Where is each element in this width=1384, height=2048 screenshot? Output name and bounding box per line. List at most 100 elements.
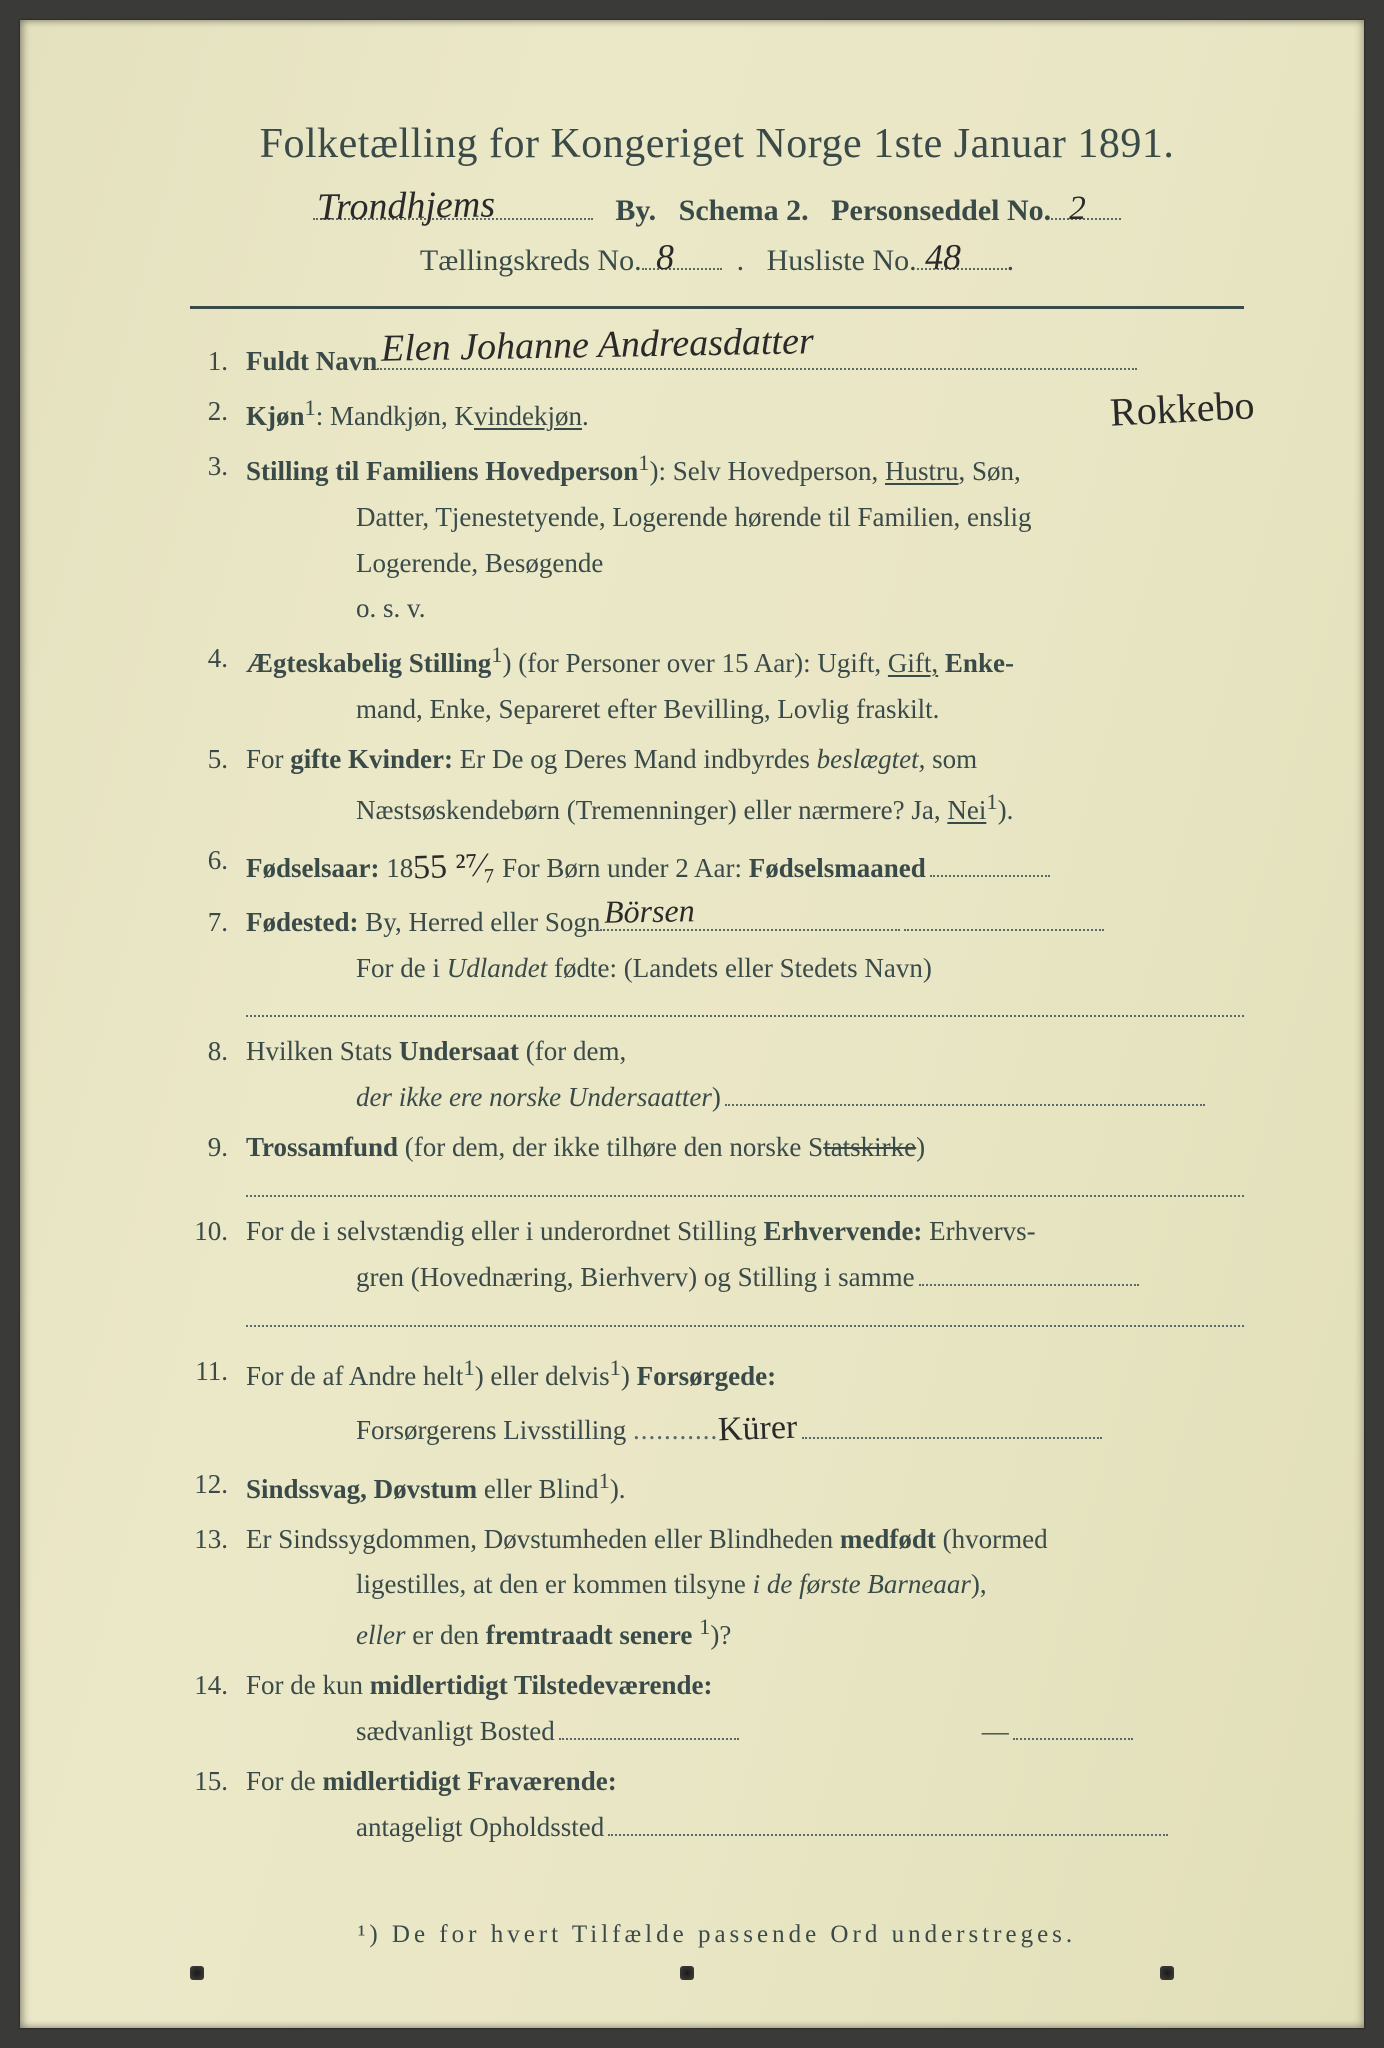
item-number: 2. (190, 389, 246, 440)
underlined-gift: Gift, (888, 648, 938, 678)
item-13: 13. Er Sindssygdommen, Døvstumheden elle… (190, 1517, 1244, 1660)
item-6: 6. Fødselsaar: 1855 ²⁷⁄₇ For Børn under … (190, 838, 1244, 896)
label-gifte-kvinder: gifte Kvinder: (290, 744, 453, 774)
item-9: 9. Trossamfund (for dem, der ikke tilhør… (190, 1125, 1244, 1197)
binding-hole (1160, 1966, 1174, 1980)
city-handwritten: Trondhjems (316, 182, 495, 229)
personseddel-no-field: 2 (1051, 190, 1121, 220)
cont-line: For de i Udlandet fødte: (Landets eller … (246, 946, 1244, 992)
name-field: Elen Johanne Andreasdatter (377, 343, 1137, 370)
census-form-page: Folketælling for Kongeriget Norge 1ste J… (20, 20, 1364, 2028)
cont-line: der ikke ere norske Undersaatter) (246, 1075, 1244, 1121)
item-body: Kjøn1: Mandkjøn, Kvindekjøn. (246, 389, 1244, 440)
item-number: 12. (190, 1462, 246, 1513)
footnote: ¹) De for hvert Tilfælde passende Ord un… (190, 1921, 1244, 1949)
label-trossamfund: Trossamfund (246, 1132, 398, 1162)
label-erhvervende: Erhvervende: (763, 1216, 922, 1246)
underlined-nei: Nei (947, 795, 986, 825)
header-line-2: Trondhjems By. Schema 2. Personseddel No… (190, 190, 1244, 228)
dotted-line (802, 1437, 1102, 1439)
husliste-no-field: 48 (917, 240, 1007, 270)
cont-line: antageligt Opholdssted (246, 1805, 1244, 1851)
item-body: For gifte Kvinder: Er De og Deres Mand i… (246, 737, 1244, 834)
label-fodselsaar: Fødselsaar: (246, 853, 379, 883)
item-body: Fuldt NavnElen Johanne Andreasdatter Rok… (246, 339, 1244, 385)
name-handwritten: Elen Johanne Andreasdatter (381, 310, 815, 382)
item-body: Fødselsaar: 1855 ²⁷⁄₇ For Børn under 2 A… (246, 838, 1244, 896)
label-fodested: Fødested: (246, 907, 358, 937)
item-number: 14. (190, 1663, 246, 1755)
item-body: Er Sindssygdommen, Døvstumheden eller Bl… (246, 1517, 1244, 1660)
label-stilling: Stilling til Familiens Hovedperson (246, 456, 638, 486)
item-number: 4. (190, 636, 246, 733)
dotted-line (904, 929, 1104, 931)
item-3: 3. Stilling til Familiens Hovedperson1):… (190, 444, 1244, 633)
dotted-line (246, 1177, 1244, 1197)
item-number: 5. (190, 737, 246, 834)
label-fodselsmaaned: Fødselsmaaned (749, 853, 926, 883)
cont-line: gren (Hovednæring, Bierhverv) og Stillin… (246, 1255, 1244, 1301)
item-number: 3. (190, 444, 246, 633)
by-label: By. (615, 194, 656, 227)
item-8: 8. Hvilken Stats Undersaat (for dem, der… (190, 1029, 1244, 1121)
form-items: 1. Fuldt NavnElen Johanne Andreasdatter … (190, 339, 1244, 1851)
item-10: 10. For de i selvstændig eller i underor… (190, 1209, 1244, 1327)
item-number: 11. (190, 1349, 246, 1458)
struck-statskirke: tatskirke (823, 1132, 916, 1162)
personseddel-no-hw: 2 (1069, 190, 1087, 228)
item-body: For de af Andre helt1) eller delvis1) Fo… (246, 1349, 1244, 1458)
underlined-kvindekjon: vindekjøn (474, 401, 582, 431)
dotted-line (559, 1738, 739, 1740)
cont-line: mand, Enke, Separeret efter Bevilling, L… (246, 687, 1244, 733)
cont-line: sædvanligt Bosted — (246, 1709, 1244, 1755)
label-medfodt: medfødt (840, 1524, 936, 1554)
label-kjon: Kjøn (246, 401, 305, 431)
label-tilstedevaerende: midlertidigt Tilstedeværende: (370, 1670, 713, 1700)
item-2: 2. Kjøn1: Mandkjøn, Kvindekjøn. (190, 389, 1244, 440)
binding-hole (190, 1966, 204, 1980)
birthyear-handwritten: 55 ²⁷⁄₇ (412, 836, 496, 897)
dotted-line (608, 1834, 1168, 1836)
schema-label: Schema 2. (679, 194, 809, 227)
husliste-label: Husliste No. (767, 244, 917, 277)
item-5: 5. For gifte Kvinder: Er De og Deres Man… (190, 737, 1244, 834)
label-forsorgede: Forsørgede: (637, 1361, 776, 1391)
label-undersaat: Undersaat (399, 1036, 519, 1066)
underlined-hustru: Hustru (885, 456, 959, 486)
item-number: 15. (190, 1759, 246, 1851)
personseddel-label: Personseddel No. (831, 194, 1051, 227)
livsstilling-handwritten: Kürer (717, 1398, 798, 1459)
label-fravaerende: midlertidigt Fraværende: (323, 1766, 617, 1796)
cont-line: Forsørgerens Livsstilling ...........Kür… (246, 1400, 1244, 1458)
item-number: 10. (190, 1209, 246, 1327)
item-body: Fødested: By, Herred eller SognBörsen Fo… (246, 900, 1244, 1018)
item-7: 7. Fødested: By, Herred eller SognBörsen… (190, 900, 1244, 1018)
item-1: 1. Fuldt NavnElen Johanne Andreasdatter … (190, 339, 1244, 385)
item-number: 8. (190, 1029, 246, 1121)
label-sindssvag: Sindssvag, Døvstum (246, 1474, 477, 1504)
cont-line: o. s. v. (246, 586, 1244, 632)
cont-line: eller er den fremtraadt senere 1)? (246, 1608, 1244, 1659)
item-14: 14. For de kun midlertidigt Tilstedevære… (190, 1663, 1244, 1755)
header-line-3: Tællingskreds No.8 . Husliste No.48. (190, 240, 1244, 278)
cont-line: Datter, Tjenestetyende, Logerende hørend… (246, 495, 1244, 541)
dotted-line (919, 1284, 1139, 1286)
form-title: Folketælling for Kongeriget Norge 1ste J… (190, 120, 1244, 168)
item-4: 4. Ægteskabelig Stilling1) (for Personer… (190, 636, 1244, 733)
item-number: 7. (190, 900, 246, 1018)
item-body: For de kun midlertidigt Tilstedeværende:… (246, 1663, 1244, 1755)
item-body: Ægteskabelig Stilling1) (for Personer ov… (246, 636, 1244, 733)
item-body: Hvilken Stats Undersaat (for dem, der ik… (246, 1029, 1244, 1121)
dotted-line (930, 875, 1050, 877)
taellingskreds-no-hw: 8 (655, 236, 674, 278)
item-12: 12. Sindssvag, Døvstum eller Blind1). (190, 1462, 1244, 1513)
taellingskreds-label: Tællingskreds No. (420, 244, 642, 277)
city-field: Trondhjems (313, 190, 593, 220)
cont-line: Næstsøskendebørn (Tremenninger) eller næ… (246, 783, 1244, 834)
item-15: 15. For de midlertidigt Fraværende: anta… (190, 1759, 1244, 1851)
divider-rule (190, 306, 1244, 309)
husliste-no-hw: 48 (924, 236, 961, 279)
cont-line: Logerende, Besøgende (246, 541, 1244, 587)
item-number: 6. (190, 838, 246, 896)
form-header: Folketælling for Kongeriget Norge 1ste J… (190, 120, 1244, 278)
